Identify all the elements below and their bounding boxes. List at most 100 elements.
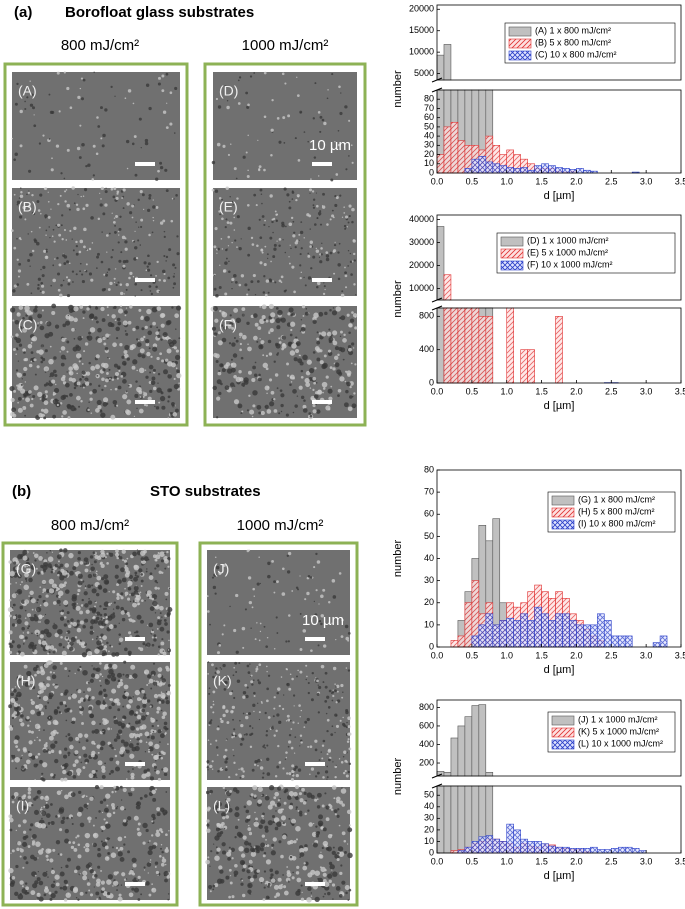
particle [155,637,157,639]
particle [33,358,36,361]
particle [323,896,325,898]
particle [27,259,30,262]
particle [230,882,233,885]
histogram-bar [521,614,528,647]
particle [334,683,336,685]
particle [18,704,20,706]
particle [141,690,145,694]
particle [262,315,266,319]
particle [74,750,78,754]
particle [12,640,15,643]
particle [32,395,35,398]
particle [65,321,70,326]
particle [282,239,283,240]
particle [65,865,68,868]
particle [338,130,340,132]
particle [346,775,349,778]
particle [124,648,128,652]
particle [342,692,343,693]
legend-label: (H) 5 x 800 mJ/cm² [578,506,655,516]
particle [213,353,217,357]
particle [116,889,118,891]
particle [306,592,309,595]
particle [104,613,107,616]
particle [259,261,262,264]
particle [161,313,165,317]
particle [236,651,239,654]
particle [337,808,339,810]
particle [126,140,129,143]
particle [214,319,218,323]
particle [350,319,354,323]
particle [260,346,262,348]
particle [210,743,212,745]
particle [127,598,130,601]
particle [316,409,320,413]
particle [20,757,22,759]
particle [298,159,301,162]
particle [37,365,40,368]
particle [252,243,255,246]
particle [261,193,262,194]
particle [101,830,103,832]
particle [109,233,111,235]
histogram-bar [576,168,583,173]
particle [8,868,13,873]
particle [312,190,314,192]
particle [176,367,178,369]
particle [46,321,51,326]
particle [28,625,30,627]
particle [46,813,51,818]
particle [96,898,98,900]
particle [306,679,307,680]
particle [302,305,305,308]
particle [130,665,135,670]
particle [115,553,119,557]
y-tick-label: 800 [419,311,434,321]
particle [275,373,278,376]
particle [20,893,22,895]
particle [150,572,153,575]
particle [114,738,118,742]
particle [240,343,242,345]
particle [238,404,243,409]
particle [40,634,44,638]
particle [154,406,156,408]
histogram-bar [493,839,500,853]
particle [307,887,311,891]
particle [166,700,170,704]
x-tick-label: 2.5 [605,856,618,866]
particle [41,848,44,851]
particle [50,803,53,806]
x-tick-label: 2.0 [570,386,583,396]
particle [274,244,277,247]
histogram-bar [618,847,625,853]
particle [332,330,337,335]
particle [148,107,151,110]
particle [10,307,15,312]
particle [105,846,109,850]
particle [131,787,135,791]
y-tick-label: 40 [424,801,434,811]
particle [102,134,105,137]
particle [244,684,247,687]
particle [330,178,333,181]
particle [149,371,151,373]
particle [103,397,108,402]
particle [165,592,169,596]
particle [118,897,123,902]
particle [279,238,282,241]
particle [147,254,150,257]
particle [353,347,354,348]
particle [86,739,89,742]
particle [78,581,83,586]
particle [123,320,128,325]
particle [85,587,87,589]
particle [43,416,46,419]
particle [280,404,283,407]
particle [160,396,165,401]
particle [85,843,89,847]
particle [40,361,43,364]
particle [325,251,328,254]
particle [54,759,58,763]
